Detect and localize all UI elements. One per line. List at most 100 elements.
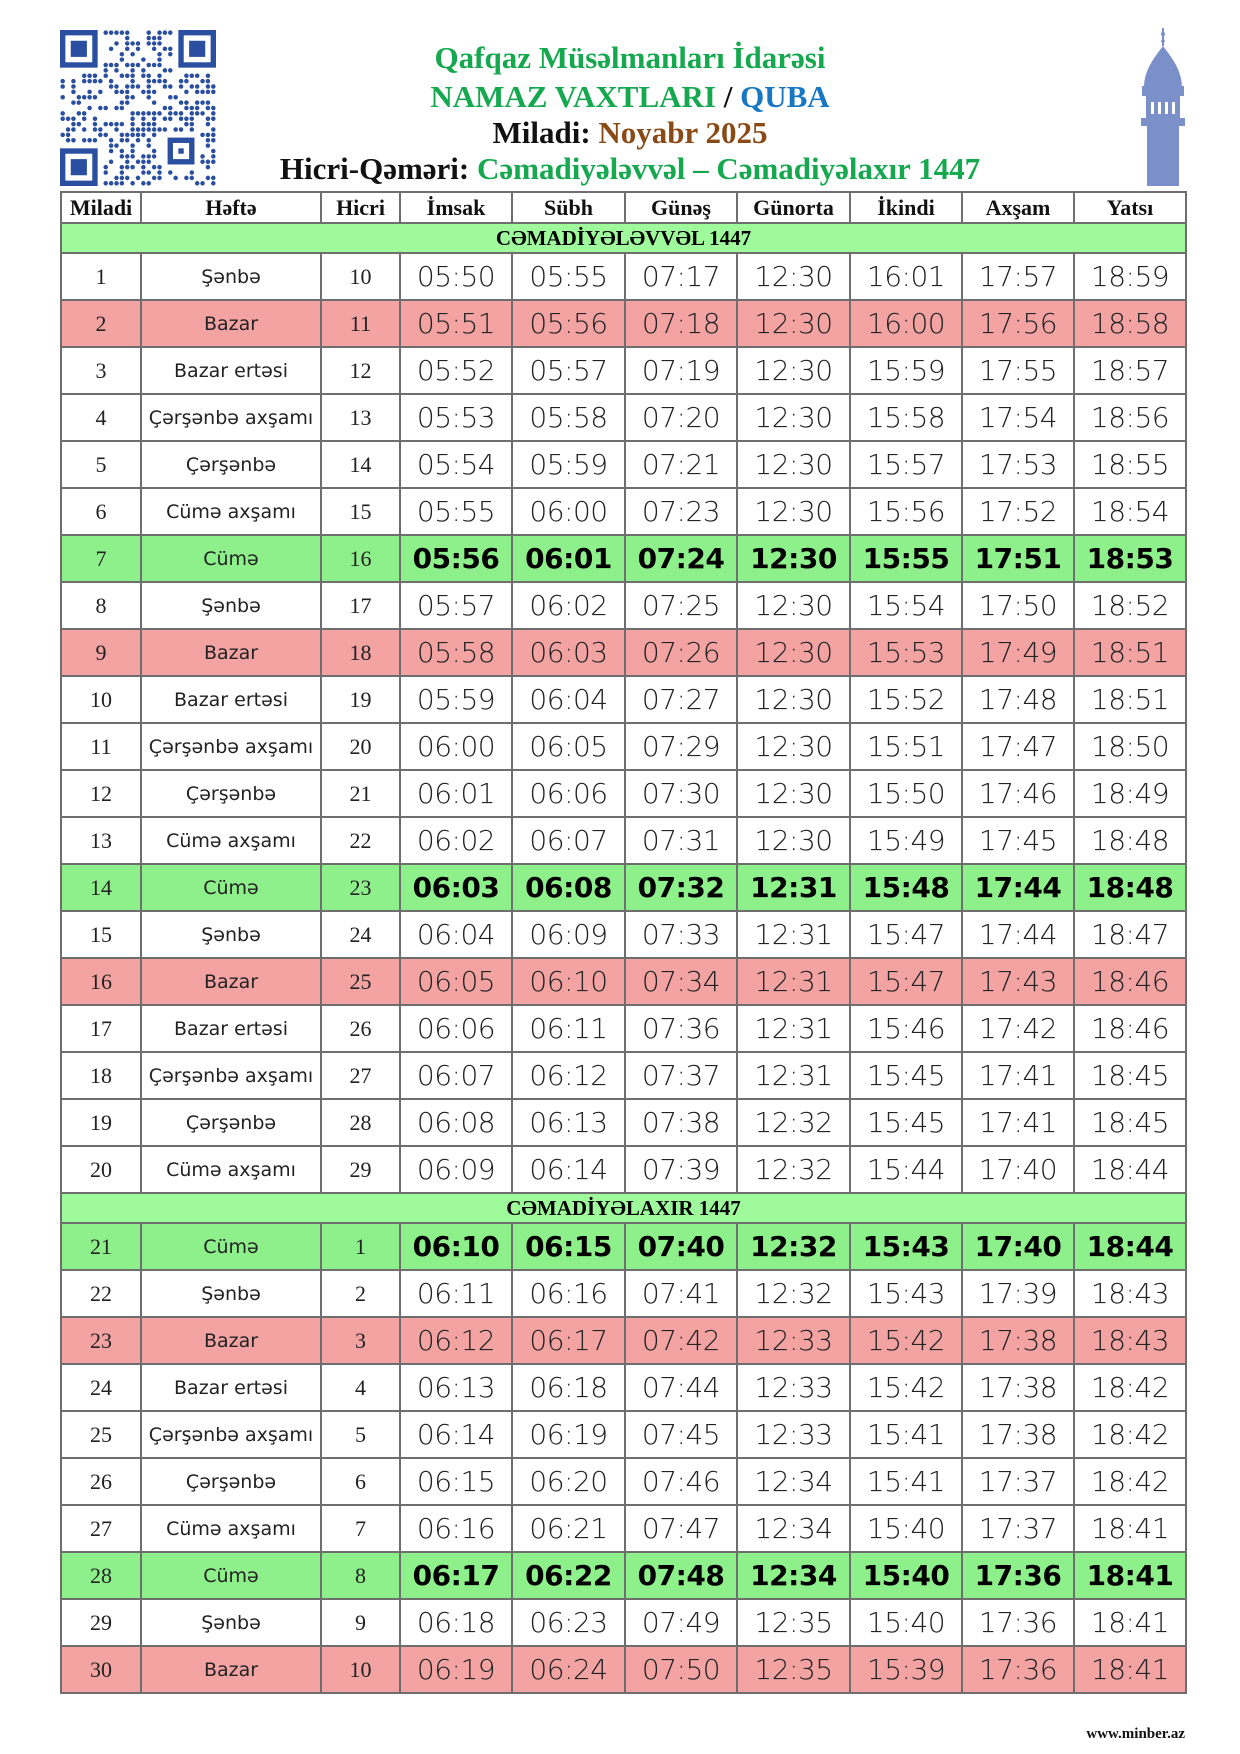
hicri-label: Hicri-Qəməri: (279, 151, 470, 186)
gunorta-time: 12:30 (736, 675, 851, 724)
hicri-day: 28 (320, 1098, 401, 1147)
ikindi-time: 15:42 (849, 1363, 963, 1412)
gunes-time: 07:30 (624, 769, 738, 818)
table-row: 11 Çərşənbə axşamı 20 06:00 06:05 07:29 12:30 1… (60, 722, 1187, 771)
table-row: 27 Cümə axşamı 7 06:16 06:21 07:47 12:34 15:40 1… (60, 1504, 1187, 1553)
gunes-time: 07:47 (624, 1504, 738, 1553)
imsak-time: 05:52 (399, 346, 513, 395)
imsak-time: 06:13 (399, 1363, 513, 1412)
subh-time: 06:22 (511, 1551, 626, 1600)
subh-time: 06:09 (511, 910, 626, 959)
gunorta-time: 12:32 (736, 1222, 851, 1271)
ikindi-time: 15:59 (849, 346, 963, 395)
title-line: NAMAZ VAXTLARI / QUBA (240, 79, 1020, 115)
miladi-day: 26 (60, 1457, 142, 1506)
table-row: 30 Bazar 10 06:19 06:24 07:50 12:35 15:39 17:36 1… (60, 1645, 1187, 1694)
subh-time: 06:16 (511, 1269, 626, 1318)
gunorta-time: 12:31 (736, 1051, 851, 1100)
imsak-time: 05:59 (399, 675, 513, 724)
imsak-time: 06:00 (399, 722, 513, 771)
imsak-time: 06:02 (399, 816, 513, 865)
gunorta-time: 12:30 (736, 769, 851, 818)
table-row: 5 Çərşənbə 14 05:54 05:59 07:21 12:30 15:57 17:5… (60, 440, 1187, 489)
ikindi-time: 15:50 (849, 769, 963, 818)
weekday: Bazar (140, 299, 322, 348)
weekday: Çərşənbə (140, 1457, 322, 1506)
hicri-day: 29 (320, 1145, 401, 1194)
weekday: Çərşənbə (140, 1098, 322, 1147)
column-header: Hicri (320, 191, 401, 224)
weekday: Cümə axşamı (140, 1145, 322, 1194)
ikindi-time: 15:45 (849, 1051, 963, 1100)
gunes-time: 07:23 (624, 487, 738, 536)
table-row: 2 Bazar 11 05:51 05:56 07:18 12:30 16:00 17:56 18… (60, 299, 1187, 348)
yatsi-time: 18:46 (1073, 1004, 1187, 1053)
gunorta-time: 12:34 (736, 1457, 851, 1506)
subh-time: 06:19 (511, 1410, 626, 1459)
subh-time: 06:13 (511, 1098, 626, 1147)
imsak-time: 06:06 (399, 1004, 513, 1053)
axsam-time: 17:39 (961, 1269, 1075, 1318)
axsam-time: 17:56 (961, 299, 1075, 348)
axsam-time: 17:40 (961, 1222, 1075, 1271)
ikindi-time: 15:39 (849, 1645, 963, 1694)
subh-time: 06:05 (511, 722, 626, 771)
ikindi-time: 15:45 (849, 1098, 963, 1147)
imsak-time: 06:08 (399, 1098, 513, 1147)
yatsi-time: 18:55 (1073, 440, 1187, 489)
miladi-day: 6 (60, 487, 142, 536)
imsak-time: 06:17 (399, 1551, 513, 1600)
ikindi-time: 15:54 (849, 581, 963, 630)
hicri-day: 3 (320, 1316, 401, 1365)
column-header: Günəş (624, 191, 738, 224)
weekday: Çərşənbə axşamı (140, 393, 322, 442)
ikindi-time: 15:40 (849, 1598, 963, 1647)
ikindi-time: 15:41 (849, 1457, 963, 1506)
subh-time: 06:14 (511, 1145, 626, 1194)
gunorta-time: 12:30 (736, 299, 851, 348)
gunes-time: 07:21 (624, 440, 738, 489)
gunes-time: 07:27 (624, 675, 738, 724)
weekday: Bazar ertəsi (140, 1004, 322, 1053)
miladi-day: 12 (60, 769, 142, 818)
miladi-day: 8 (60, 581, 142, 630)
column-header: İmsak (399, 191, 513, 224)
weekday: Şənbə (140, 1598, 322, 1647)
yatsi-time: 18:48 (1073, 816, 1187, 865)
axsam-time: 17:48 (961, 675, 1075, 724)
prayer-times-table: Miladi Həftə Hicri İmsak Sübh Günəş Günorta İki… (60, 191, 1187, 1694)
ikindi-time: 16:00 (849, 299, 963, 348)
hicri-day: 6 (320, 1457, 401, 1506)
table-row: 9 Bazar 18 05:58 06:03 07:26 12:30 15:53 17:49 18… (60, 628, 1187, 677)
gunorta-time: 12:30 (736, 628, 851, 677)
subh-time: 06:00 (511, 487, 626, 536)
weekday: Bazar ertəsi (140, 1363, 322, 1412)
axsam-time: 17:42 (961, 1004, 1075, 1053)
gunes-time: 07:26 (624, 628, 738, 677)
gunes-time: 07:46 (624, 1457, 738, 1506)
gunorta-time: 12:35 (736, 1645, 851, 1694)
ikindi-time: 15:56 (849, 487, 963, 536)
imsak-time: 06:10 (399, 1222, 513, 1271)
hicri-day: 18 (320, 628, 401, 677)
subh-time: 06:02 (511, 581, 626, 630)
gunes-time: 07:42 (624, 1316, 738, 1365)
hicri-day: 20 (320, 722, 401, 771)
table-row: 4 Çərşənbə axşamı 13 05:53 05:58 07:20 12:30 15… (60, 393, 1187, 442)
axsam-time: 17:36 (961, 1645, 1075, 1694)
gunorta-time: 12:30 (736, 393, 851, 442)
gunes-time: 07:37 (624, 1051, 738, 1100)
yatsi-time: 18:45 (1073, 1051, 1187, 1100)
table-row: 18 Çərşənbə axşamı 27 06:07 06:12 07:37 12:31 1… (60, 1051, 1187, 1100)
axsam-time: 17:51 (961, 534, 1075, 583)
ikindi-time: 15:40 (849, 1551, 963, 1600)
ikindi-time: 15:46 (849, 1004, 963, 1053)
gunes-time: 07:18 (624, 299, 738, 348)
imsak-time: 06:19 (399, 1645, 513, 1694)
ikindi-time: 15:58 (849, 393, 963, 442)
gunes-time: 07:19 (624, 346, 738, 395)
weekday: Çərşənbə axşamı (140, 722, 322, 771)
axsam-time: 17:36 (961, 1598, 1075, 1647)
imsak-time: 06:09 (399, 1145, 513, 1194)
table-row: 8 Şənbə 17 05:57 06:02 07:25 12:30 15:54 17:50 18… (60, 581, 1187, 630)
